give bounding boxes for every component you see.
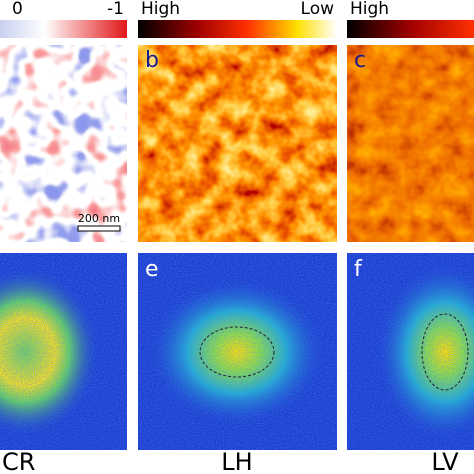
- colorbar: [347, 20, 474, 38]
- fit-ellipse: [199, 326, 275, 378]
- caption: LV: [431, 448, 459, 474]
- caption: LH: [221, 448, 252, 474]
- colorbar-label: -1: [107, 0, 124, 19]
- colorbar-label: Low: [301, 0, 335, 19]
- panel-label: e: [145, 257, 159, 282]
- heat-image: [347, 45, 474, 242]
- colorbar-label: High: [141, 0, 180, 19]
- colorbar: [0, 20, 127, 38]
- fft-noise: [0, 253, 127, 450]
- scale-bar-label: 200 nm: [78, 212, 120, 225]
- fft-noise: [138, 253, 337, 450]
- colorbar-label: 0: [12, 0, 23, 19]
- caption: CR: [2, 448, 35, 474]
- panel-label: c: [354, 48, 366, 73]
- colorbar: [138, 20, 337, 38]
- fft-noise: [347, 253, 474, 450]
- panel-label: f: [354, 257, 363, 282]
- heat-image: [138, 45, 337, 242]
- fit-ellipse: [421, 313, 469, 391]
- panel-label: b: [145, 48, 159, 73]
- scale-bar: [77, 225, 121, 232]
- domain-image: [0, 45, 127, 242]
- colorbar-label: High: [350, 0, 389, 19]
